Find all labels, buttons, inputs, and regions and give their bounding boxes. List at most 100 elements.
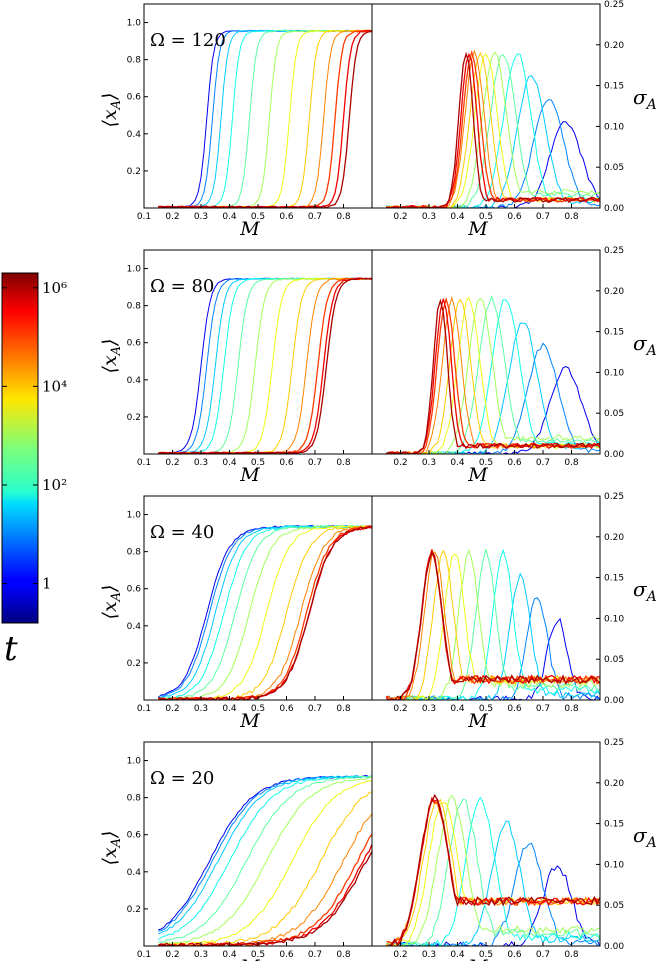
x-tick-label: 0.1 <box>137 950 151 960</box>
mean-series-1 <box>158 277 372 454</box>
x-axis-label: M <box>239 956 260 961</box>
x-tick-label: 0.7 <box>536 212 550 222</box>
x-tick-label: 0.7 <box>536 704 550 714</box>
colorbar-tick-label: 10² <box>42 476 67 494</box>
omega-label: Ω = 20 <box>150 768 214 789</box>
mean-series-9 <box>158 29 372 208</box>
sigma-series-4 <box>386 295 600 454</box>
colorbar-gradient <box>1 272 39 624</box>
y-axis-label-sigma: σA <box>633 85 657 113</box>
x-axis-label: M <box>239 710 260 732</box>
sigma-series-11 <box>386 550 600 700</box>
sigma-series-5 <box>386 298 600 454</box>
x-tick-label: 0.3 <box>422 704 436 714</box>
colorbar-tick-label: 1 <box>42 575 52 593</box>
x-tick-label: 0.7 <box>308 950 322 960</box>
mean-curves <box>158 29 372 208</box>
y-tick-label: 0.05 <box>604 409 624 419</box>
sigma-series-9 <box>386 296 600 454</box>
x-tick-label: 0.8 <box>564 950 579 960</box>
x-tick-label: 0.8 <box>564 704 579 714</box>
x-tick-label: 0.2 <box>393 458 407 468</box>
x-tick-label: 0.4 <box>450 704 465 714</box>
x-axis-label: M <box>467 218 488 240</box>
x-tick-label: 0.4 <box>450 950 465 960</box>
x-tick-label: 0.5 <box>479 458 493 468</box>
x-tick-label: 0.4 <box>222 458 237 468</box>
x-tick-label: 0.8 <box>564 212 579 222</box>
sigma-series-10 <box>386 298 600 454</box>
mean-series-10 <box>158 526 372 700</box>
mean-series-7 <box>158 525 372 700</box>
y-tick-label: 1.0 <box>127 265 142 275</box>
y-tick-label: 0.2 <box>127 659 141 669</box>
mean-series-6 <box>158 29 372 208</box>
y-tick-label: 0.8 <box>127 548 142 558</box>
x-tick-label: 0.5 <box>251 704 265 714</box>
y-tick-label: 0.20 <box>604 41 624 51</box>
y-tick-label: 0.00 <box>604 696 624 706</box>
y-axis-label-sigma: σA <box>633 823 657 851</box>
mean-series-7 <box>158 277 372 454</box>
x-tick-label: 0.8 <box>336 212 351 222</box>
mean-series-8 <box>158 813 372 946</box>
mean-series-8 <box>158 525 372 700</box>
mean-series-5 <box>158 277 372 454</box>
x-tick-label: 0.7 <box>308 704 322 714</box>
x-tick-label: 0.2 <box>393 704 407 714</box>
y-tick-label: 0.2 <box>127 905 141 915</box>
colorbar-label: t <box>4 629 18 669</box>
sigma-series-1 <box>386 98 600 208</box>
mean-series-2 <box>158 775 372 935</box>
sigma-series-4 <box>385 798 600 946</box>
y-tick-label: 0.6 <box>127 93 142 103</box>
sigma-series-7 <box>386 298 600 454</box>
mean-series-0 <box>158 29 372 208</box>
x-tick-label: 0.2 <box>165 212 179 222</box>
x-tick-label: 0.3 <box>422 212 436 222</box>
y-tick-label: 0.8 <box>127 794 142 804</box>
x-tick-label: 0.5 <box>251 458 265 468</box>
y-axis-label-mean: ⟨xA⟩ <box>99 339 124 374</box>
x-tick-label: 0.5 <box>251 950 265 960</box>
mean-series-4 <box>158 775 372 943</box>
y-tick-label: 0.05 <box>604 163 624 173</box>
x-tick-label: 0.8 <box>336 704 351 714</box>
y-tick-label: 0.15 <box>604 574 624 584</box>
x-tick-label: 0.2 <box>165 458 179 468</box>
mean-series-11 <box>157 525 372 700</box>
y-tick-label: 0.20 <box>604 287 624 297</box>
x-axis-label: M <box>239 218 260 240</box>
panel-1: 0.1 0.2 0.2 0.3 0.3 0.4 0.4 0.5 0.5 0.6 0.6 0.7 0.7 0… <box>99 246 657 486</box>
y-tick-label: 0.10 <box>604 614 624 624</box>
y-tick-label: 0.4 <box>127 130 142 140</box>
sigma-series-3 <box>386 796 600 946</box>
y-tick-label: 0.00 <box>604 204 624 214</box>
y-tick-label: 0.15 <box>604 820 624 830</box>
mean-series-6 <box>158 780 372 946</box>
y-tick-label: 0.10 <box>604 368 624 378</box>
y-tick-label: 0.2 <box>127 413 141 423</box>
sigma-series-11 <box>385 298 600 454</box>
y-tick-label: 0.15 <box>604 82 624 92</box>
x-tick-label: 0.4 <box>222 950 237 960</box>
mean-series-4 <box>158 29 372 208</box>
mean-series-3 <box>158 29 372 208</box>
panel-3: 0.1 0.2 0.2 0.3 0.3 0.4 0.4 0.5 0.5 0.6 0.6 0.7 0.7 0… <box>99 738 657 961</box>
mean-series-2 <box>158 277 372 454</box>
mean-series-9 <box>158 833 372 946</box>
mean-series-2 <box>158 525 372 699</box>
x-tick-label: 0.4 <box>222 212 237 222</box>
right-axes-frame <box>371 3 601 209</box>
x-tick-label: 0.3 <box>422 458 436 468</box>
y-tick-label: 1.0 <box>127 19 142 29</box>
sigma-series-8 <box>386 49 600 208</box>
y-axis-label-mean: ⟨xA⟩ <box>99 831 124 866</box>
y-tick-label: 1.0 <box>127 757 142 767</box>
y-tick-label: 0.4 <box>127 868 142 878</box>
x-tick-label: 0.5 <box>479 212 493 222</box>
x-tick-label: 0.7 <box>308 212 322 222</box>
mean-series-9 <box>158 277 372 454</box>
x-tick-label: 0.8 <box>336 950 351 960</box>
